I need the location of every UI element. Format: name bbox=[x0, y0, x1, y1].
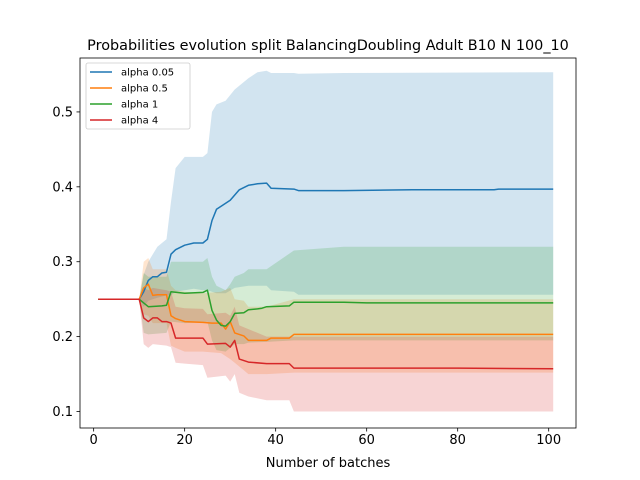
chart-title: Probabilities evolution split BalancingD… bbox=[87, 38, 569, 54]
y-tick-label: 0.4 bbox=[52, 180, 73, 195]
y-tick-label: 0.1 bbox=[52, 405, 73, 420]
line-series-2 bbox=[98, 283, 554, 342]
line-series-3 bbox=[98, 289, 554, 327]
band-series-3 bbox=[98, 246, 554, 352]
legend-label-series-3: alpha 1 bbox=[121, 100, 158, 111]
y-axis-ticks: 0.1 0.2 0.3 0.4 0.5 bbox=[52, 105, 80, 420]
y-tick-label: 0.2 bbox=[52, 330, 73, 345]
y-tick-label: 0.5 bbox=[52, 105, 73, 120]
legend-label-series-1: alpha 0.05 bbox=[121, 68, 174, 79]
line-series-1 bbox=[98, 182, 554, 300]
band-series-1 bbox=[98, 70, 554, 307]
x-axis-ticks: 0 20 40 60 80 100 bbox=[90, 428, 561, 448]
x-axis-label: Number of batches bbox=[266, 456, 391, 471]
band-series-4 bbox=[98, 287, 554, 412]
x-tick-label: 80 bbox=[449, 433, 466, 448]
band-series-2 bbox=[98, 258, 554, 375]
plot-area-frame bbox=[79, 57, 577, 429]
line-series-4 bbox=[98, 298, 554, 370]
x-tick-label: 60 bbox=[358, 433, 375, 448]
x-tick-label: 40 bbox=[267, 433, 284, 448]
y-tick-label: 0.3 bbox=[52, 255, 73, 270]
x-tick-label: 20 bbox=[176, 433, 193, 448]
legend-box bbox=[85, 62, 191, 130]
legend-label-series-4: alpha 4 bbox=[121, 116, 158, 127]
x-tick-label: 100 bbox=[536, 433, 561, 448]
confidence-bands bbox=[98, 70, 554, 412]
legend-label-series-2: alpha 0.5 bbox=[121, 84, 168, 95]
series-lines bbox=[98, 182, 554, 370]
x-tick-label: 0 bbox=[90, 433, 98, 448]
legend: alpha 0.05 alpha 0.5 alpha 1 alpha 4 bbox=[85, 62, 191, 130]
